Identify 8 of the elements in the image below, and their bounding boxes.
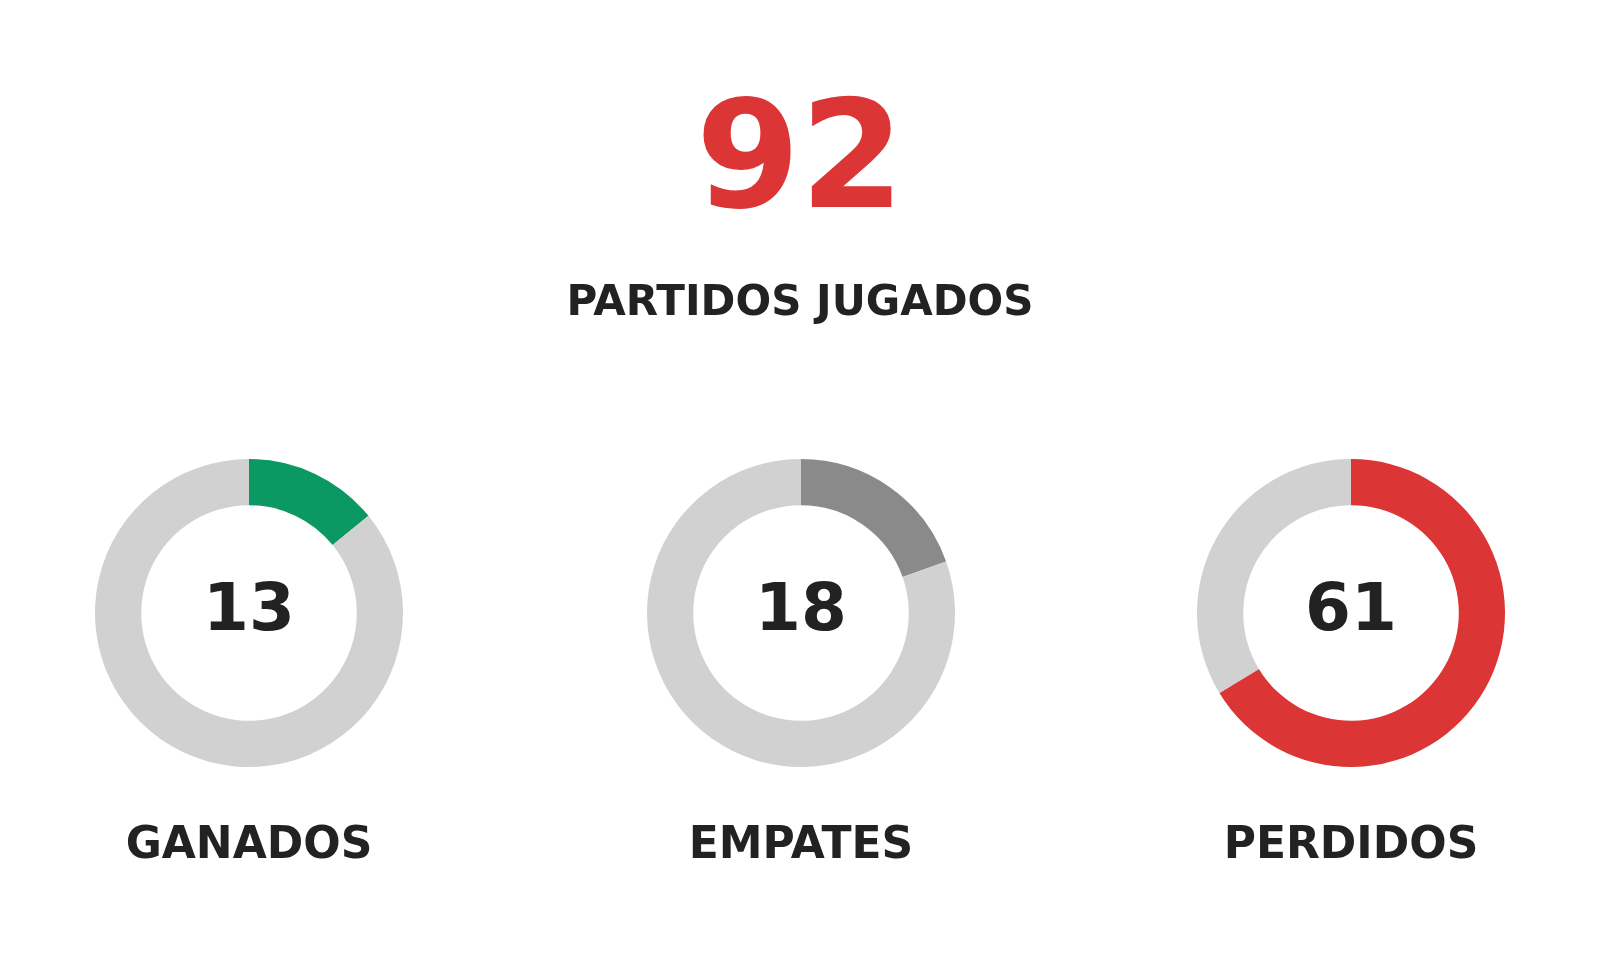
data-label: 13: [203, 569, 295, 647]
text: 92: [694, 68, 906, 242]
data-label: 61: [1305, 569, 1397, 647]
text: EMPATES: [687, 817, 915, 868]
text: GANADOS: [124, 817, 374, 868]
data-label: 18: [755, 569, 847, 647]
text: PARTIDOS JUGADOS: [565, 276, 1035, 325]
text: PERDIDOS: [1222, 817, 1480, 868]
